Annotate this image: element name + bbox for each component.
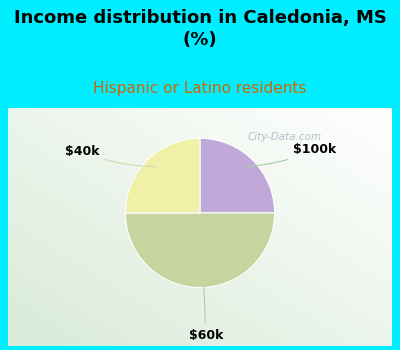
Wedge shape (126, 213, 274, 287)
Wedge shape (200, 138, 274, 213)
Text: Income distribution in Caledonia, MS
(%): Income distribution in Caledonia, MS (%) (14, 9, 386, 49)
Wedge shape (126, 138, 200, 213)
Text: $100k: $100k (244, 143, 336, 167)
Text: Hispanic or Latino residents: Hispanic or Latino residents (93, 82, 307, 97)
Text: $40k: $40k (65, 145, 156, 167)
Text: City-Data.com: City-Data.com (248, 132, 322, 142)
Text: $60k: $60k (189, 287, 223, 342)
